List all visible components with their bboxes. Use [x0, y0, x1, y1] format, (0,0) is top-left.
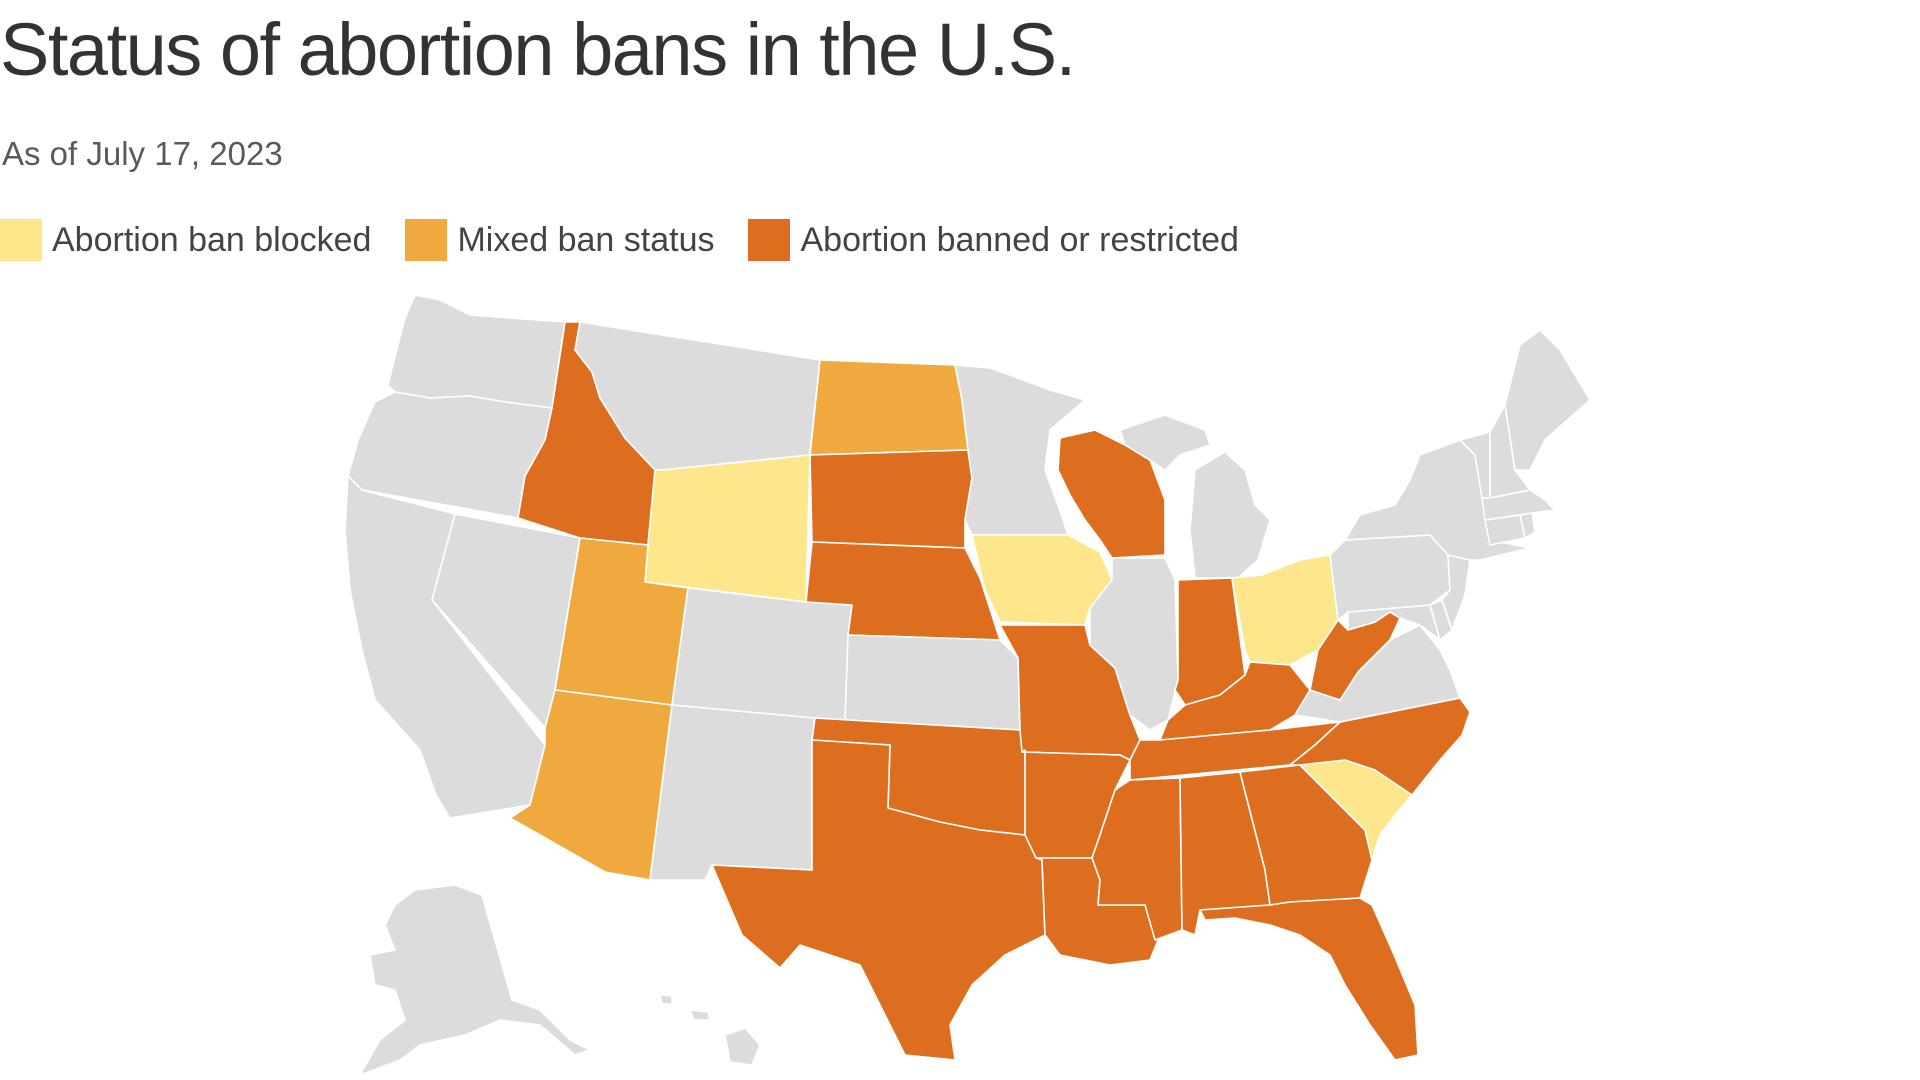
state-AZ: [509, 689, 673, 881]
state-MI-lower: [1189, 451, 1271, 579]
legend: Abortion ban blocked Mixed ban status Ab…: [0, 218, 1239, 262]
state-HI: [724, 1027, 761, 1066]
state-VT: [1459, 431, 1491, 499]
state-ND: [809, 359, 969, 456]
state-KS: [844, 634, 1021, 731]
chart-subtitle: As of July 17, 2023: [2, 135, 283, 172]
us-state-map: [344, 294, 1591, 1076]
state-FL: [1199, 897, 1419, 1061]
state-MN: [954, 364, 1086, 536]
state-CO: [671, 587, 853, 723]
state-WA: [387, 294, 566, 409]
state-HI-3: [659, 994, 673, 1005]
state-IL: [1089, 557, 1179, 731]
state-ME: [1504, 329, 1591, 471]
state-WI: [1057, 429, 1166, 559]
legend-swatch-blocked: [0, 219, 42, 261]
chart-title: Status of abortion bans in the U.S.: [0, 8, 1076, 91]
state-NM: [649, 704, 816, 881]
legend-swatch-banned: [748, 219, 791, 261]
state-NH: [1489, 404, 1531, 499]
legend-label-blocked: Abortion ban blocked: [52, 221, 372, 259]
state-TX: [711, 739, 1046, 1061]
state-WY: [644, 454, 811, 603]
legend-item-blocked: Abortion ban blocked: [0, 219, 371, 261]
legend-item-mixed: Mixed ban status: [405, 219, 714, 261]
legend-item-banned: Abortion banned or restricted: [748, 219, 1239, 261]
legend-swatch-mixed: [405, 219, 448, 261]
state-MI: [1119, 414, 1211, 471]
legend-label-mixed: Mixed ban status: [457, 221, 715, 259]
state-SD: [809, 449, 973, 549]
legend-label-banned: Abortion banned or restricted: [800, 221, 1239, 259]
state-NC: [1289, 697, 1471, 796]
state-HI-2: [689, 1009, 711, 1021]
state-AK: [359, 884, 591, 1076]
